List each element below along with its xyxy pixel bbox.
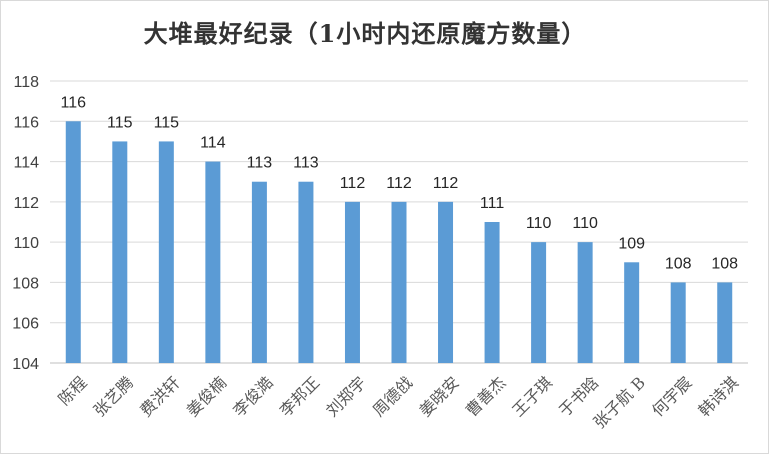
bar [531, 242, 547, 363]
bar [717, 282, 733, 363]
y-tick-label: 116 [13, 114, 39, 131]
bar [577, 242, 593, 363]
data-label: 110 [572, 215, 598, 232]
data-label: 116 [61, 94, 87, 111]
y-tick-label: 104 [12, 356, 39, 373]
bar [158, 141, 174, 363]
chart-title: 大堆最好纪录（1小时内还原魔方数量） [143, 19, 587, 48]
category-label: 李邦正 [276, 373, 323, 420]
category-label: 姜俊楠 [183, 373, 230, 420]
bar [670, 282, 686, 363]
bars [65, 121, 733, 364]
bar [624, 262, 640, 363]
data-labels: 116 115 115 114 113 113 112 112 112 111 110 110 109 1… [61, 94, 739, 272]
bar [391, 201, 407, 363]
data-label: 108 [711, 255, 738, 272]
category-label: 韩诗淇 [695, 373, 742, 420]
y-tick-label: 112 [13, 195, 39, 212]
data-label: 115 [154, 114, 180, 131]
category-label: 何宇宸 [648, 373, 695, 420]
category-label: 张子航 B [590, 373, 649, 432]
category-label: 姜晓安 [415, 373, 462, 420]
data-label: 108 [665, 255, 692, 272]
data-label: 113 [293, 155, 319, 172]
category-label: 费洪轩 [136, 373, 183, 420]
data-label: 115 [107, 114, 133, 131]
category-label: 李俊澔 [229, 373, 276, 420]
data-label: 112 [433, 175, 459, 192]
y-tick-label: 118 [13, 74, 39, 91]
y-tick-label: 106 [12, 316, 39, 333]
y-axis-ticks: 104 106 108 110 112 114 116 118 [12, 74, 39, 373]
y-tick-label: 110 [13, 235, 39, 252]
data-label: 110 [526, 215, 552, 232]
bar [65, 121, 81, 364]
bar [438, 201, 454, 363]
data-label: 109 [618, 235, 645, 252]
data-label: 112 [386, 175, 412, 192]
category-label: 张艺腾 [90, 373, 137, 420]
data-label: 112 [340, 175, 366, 192]
category-label: 刘郑宇 [322, 373, 369, 420]
bar [344, 201, 360, 363]
bar [251, 181, 267, 363]
data-label: 114 [200, 135, 226, 152]
category-label: 陈程 [55, 373, 91, 409]
bar [484, 222, 500, 363]
bar [298, 181, 314, 363]
category-label: 王子琪 [509, 373, 556, 420]
category-label: 曹善杰 [462, 373, 509, 420]
bar [112, 141, 128, 363]
category-label: 周德戗 [369, 373, 416, 420]
y-tick-label: 114 [13, 155, 39, 172]
data-label: 111 [480, 195, 504, 212]
data-label: 113 [247, 155, 273, 172]
bar [205, 161, 221, 363]
y-tick-label: 108 [12, 275, 39, 292]
